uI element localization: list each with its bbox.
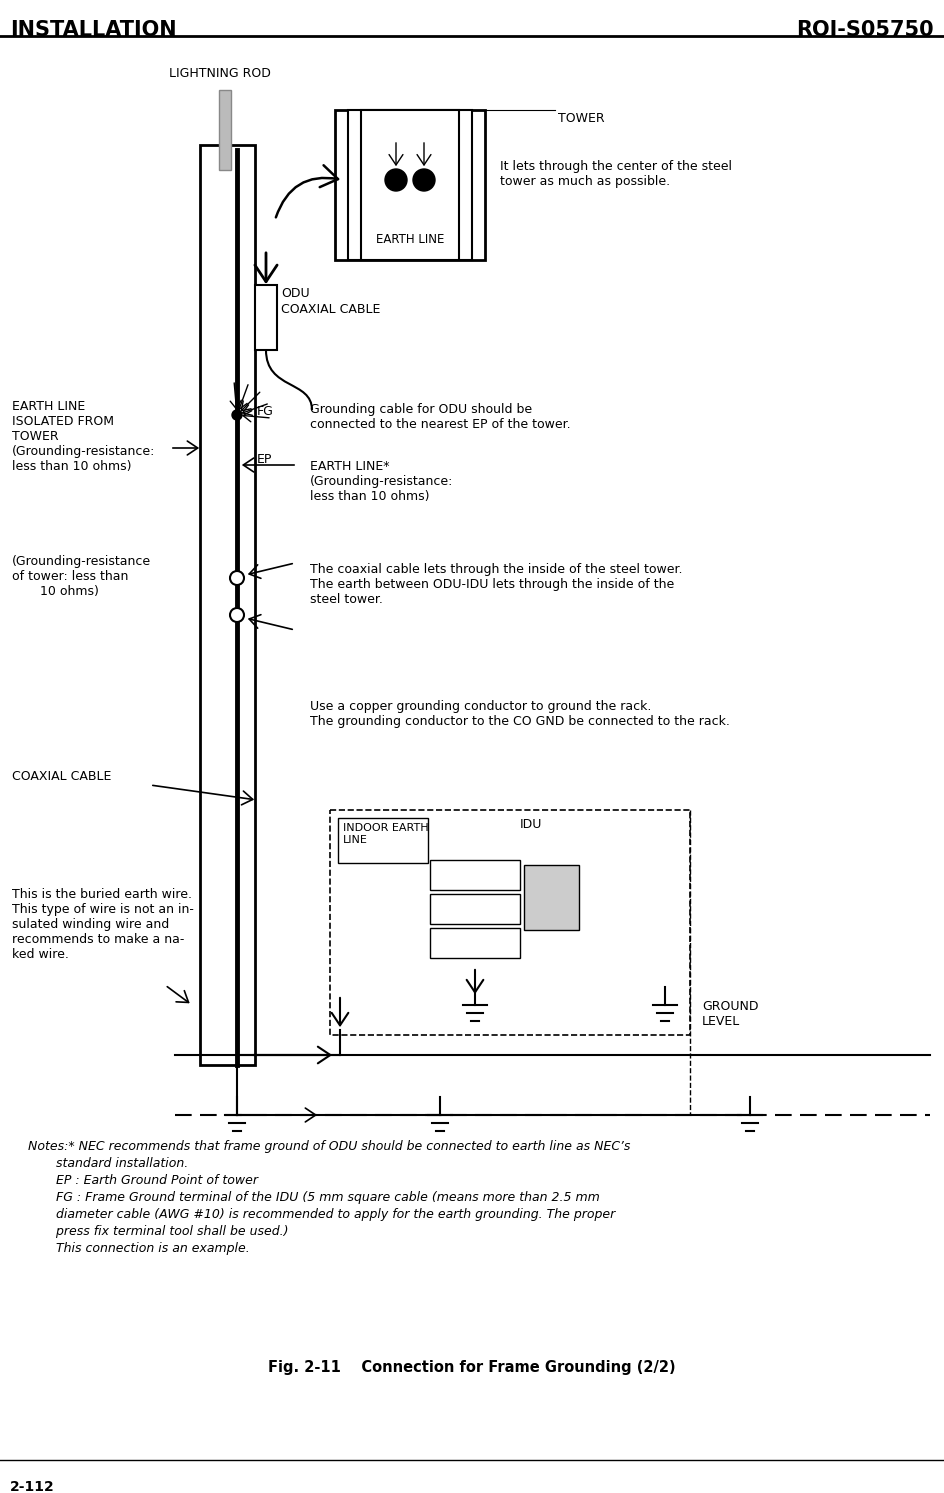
Text: COAXIAL CABLE: COAXIAL CABLE: [281, 303, 380, 317]
Circle shape: [230, 570, 244, 585]
Text: EARTH LINE
ISOLATED FROM
TOWER
(Grounding-resistance:
less than 10 ohms): EARTH LINE ISOLATED FROM TOWER (Groundin…: [12, 400, 156, 473]
Text: EARTH LINE*
(Grounding-resistance:
less than 10 ohms): EARTH LINE* (Grounding-resistance: less …: [310, 460, 453, 503]
Text: ODU: ODU: [281, 287, 310, 300]
Text: IDU: IDU: [520, 818, 543, 832]
Text: GROUND
LEVEL: GROUND LEVEL: [702, 1000, 758, 1029]
Bar: [348, 110, 472, 260]
Text: Notes:* NEC recommends that frame ground of ODU should be connected to earth lin: Notes:* NEC recommends that frame ground…: [28, 1141, 631, 1153]
Text: 2-112: 2-112: [10, 1480, 55, 1493]
Bar: [430, 894, 520, 924]
Text: It lets through the center of the steel
tower as much as possible.: It lets through the center of the steel …: [500, 160, 732, 188]
Text: Grounding cable for ODU should be
connected to the nearest EP of the tower.: Grounding cable for ODU should be connec…: [310, 403, 570, 431]
Text: INDOOR EARTH
LINE: INDOOR EARTH LINE: [343, 823, 429, 845]
Bar: [219, 90, 231, 170]
Text: COAXIAL CABLE: COAXIAL CABLE: [12, 770, 111, 782]
Bar: [200, 145, 255, 1065]
Text: EP: EP: [257, 452, 273, 466]
Text: This is the buried earth wire.
This type of wire is not an in-
sulated winding w: This is the buried earth wire. This type…: [12, 888, 194, 961]
Text: FG : Frame Ground terminal of the IDU (5 mm square cable (means more than 2.5 mm: FG : Frame Ground terminal of the IDU (5…: [28, 1191, 599, 1203]
Bar: [330, 811, 690, 1035]
Text: EP : Earth Ground Point of tower: EP : Earth Ground Point of tower: [28, 1173, 258, 1187]
Circle shape: [232, 411, 242, 420]
Text: The coaxial cable lets through the inside of the steel tower.
The earth between : The coaxial cable lets through the insid…: [310, 563, 683, 606]
Bar: [361, 110, 459, 260]
Text: Fig. 2-11    Connection for Frame Grounding (2/2): Fig. 2-11 Connection for Frame Grounding…: [268, 1360, 676, 1375]
Bar: [338, 818, 428, 863]
Text: (Grounding-resistance
of tower: less than
       10 ohms): (Grounding-resistance of tower: less tha…: [12, 555, 151, 599]
Text: ROI-S05750: ROI-S05750: [797, 19, 934, 40]
Text: This connection is an example.: This connection is an example.: [28, 1242, 250, 1256]
Bar: [335, 110, 485, 260]
Text: FG: FG: [257, 405, 274, 418]
Text: TOWER: TOWER: [558, 112, 604, 125]
Circle shape: [385, 169, 407, 191]
Circle shape: [413, 169, 435, 191]
Bar: [430, 929, 520, 959]
Text: INSTALLATION: INSTALLATION: [10, 19, 177, 40]
Text: diameter cable (AWG #10) is recommended to apply for the earth grounding. The pr: diameter cable (AWG #10) is recommended …: [28, 1208, 615, 1221]
Text: EARTH LINE: EARTH LINE: [376, 233, 445, 246]
Bar: [255, 285, 277, 349]
Text: Use a copper grounding conductor to ground the rack.
The grounding conductor to : Use a copper grounding conductor to grou…: [310, 700, 730, 729]
Bar: [430, 860, 520, 890]
Circle shape: [230, 608, 244, 623]
Text: press fix terminal tool shall be used.): press fix terminal tool shall be used.): [28, 1224, 289, 1238]
Bar: [524, 864, 579, 930]
Text: LIGHTNING ROD: LIGHTNING ROD: [169, 67, 271, 81]
Text: standard installation.: standard installation.: [28, 1157, 188, 1171]
Bar: [200, 145, 255, 1065]
